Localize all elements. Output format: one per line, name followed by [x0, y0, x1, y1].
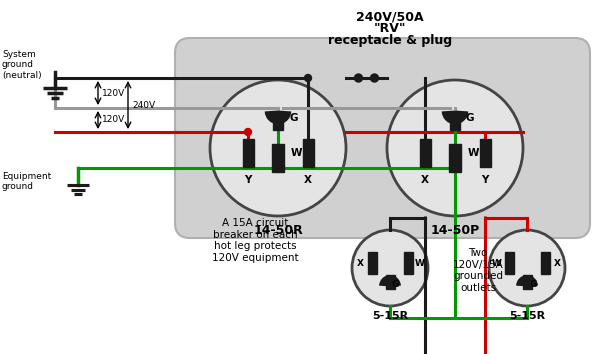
Polygon shape	[272, 144, 284, 172]
Text: W: W	[415, 258, 425, 268]
Polygon shape	[404, 252, 413, 274]
Text: 14-50P: 14-50P	[430, 224, 479, 237]
Text: X: X	[554, 258, 560, 268]
Polygon shape	[450, 112, 460, 130]
FancyBboxPatch shape	[175, 38, 590, 238]
Text: 5-15R: 5-15R	[372, 311, 408, 321]
Text: W: W	[492, 258, 502, 268]
Circle shape	[245, 129, 251, 136]
Text: receptacle & plug: receptacle & plug	[328, 34, 452, 47]
Text: X: X	[304, 175, 312, 185]
Text: 120V: 120V	[102, 115, 125, 125]
Circle shape	[305, 74, 311, 81]
Polygon shape	[449, 144, 461, 172]
Circle shape	[355, 74, 362, 82]
Polygon shape	[242, 139, 254, 167]
Polygon shape	[419, 139, 431, 167]
Text: Two
120V/15A
grounded
outlets: Two 120V/15A grounded outlets	[452, 248, 503, 293]
Text: "RV": "RV"	[374, 22, 406, 35]
Circle shape	[352, 230, 428, 306]
Text: Y: Y	[244, 175, 251, 185]
Text: 14-50R: 14-50R	[253, 224, 303, 237]
Polygon shape	[541, 252, 550, 274]
Polygon shape	[386, 275, 395, 289]
Polygon shape	[302, 139, 314, 167]
Text: 240V/50A: 240V/50A	[356, 10, 424, 23]
Text: G: G	[289, 113, 298, 123]
Circle shape	[210, 80, 346, 216]
Text: G: G	[529, 280, 536, 289]
Polygon shape	[523, 275, 532, 289]
Polygon shape	[505, 252, 514, 274]
Text: 5-15R: 5-15R	[509, 311, 545, 321]
Polygon shape	[367, 252, 377, 274]
Text: X: X	[356, 258, 364, 268]
Text: System
ground
(neutral): System ground (neutral)	[2, 50, 41, 80]
Text: A 15A circuit
breaker on each
hot leg protects
120V equipment: A 15A circuit breaker on each hot leg pr…	[212, 218, 298, 263]
Polygon shape	[273, 112, 283, 130]
Text: G: G	[466, 113, 475, 123]
Text: W: W	[468, 148, 479, 158]
Text: G: G	[392, 280, 400, 289]
Text: Y: Y	[481, 175, 488, 185]
Text: Equipment
ground: Equipment ground	[2, 172, 51, 192]
Circle shape	[371, 74, 379, 82]
Polygon shape	[479, 139, 491, 167]
Text: W: W	[291, 148, 302, 158]
Circle shape	[387, 80, 523, 216]
Circle shape	[489, 230, 565, 306]
Text: 240V: 240V	[132, 101, 155, 109]
Text: X: X	[421, 175, 429, 185]
Text: 120V: 120V	[102, 88, 125, 97]
